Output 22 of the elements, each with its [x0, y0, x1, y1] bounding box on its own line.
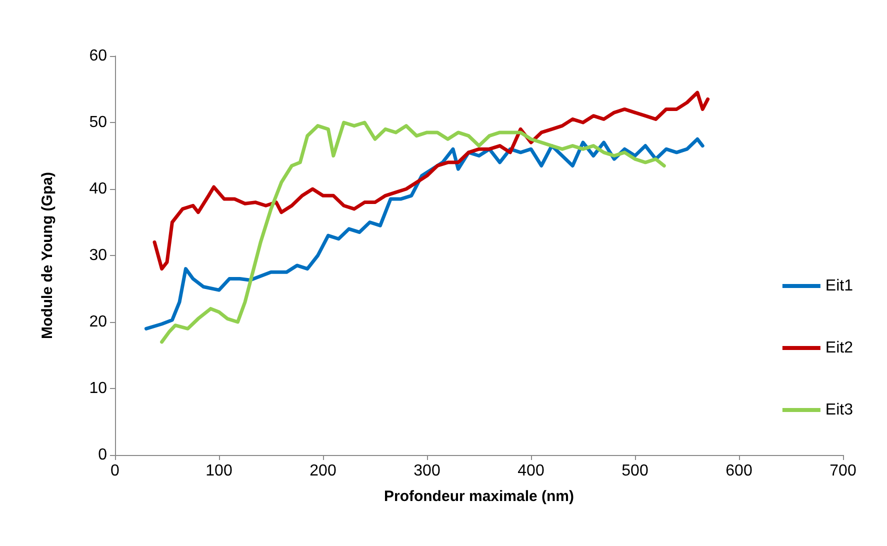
- x-tick-label: 300: [414, 462, 440, 480]
- y-tick-label: 40: [89, 180, 108, 198]
- legend-label: Eit1: [825, 278, 854, 294]
- legend-label: Eit2: [825, 340, 854, 356]
- x-axis-title: Profondeur maximale (nm): [384, 488, 574, 505]
- y-tick-label: 10: [89, 380, 108, 397]
- legend-label: Eit3: [825, 402, 854, 418]
- y-tick-label: 30: [89, 247, 108, 264]
- y-tick-label: 60: [89, 48, 108, 64]
- y-tick-label: 0: [98, 446, 108, 464]
- x-tick-label: 500: [622, 462, 648, 480]
- x-tick-label: 200: [310, 462, 336, 480]
- line-series: [160, 120, 666, 344]
- line-series: [152, 90, 710, 271]
- x-tick-label: 700: [830, 462, 856, 480]
- x-tick-label: 400: [518, 462, 544, 480]
- x-tick-label: 600: [726, 462, 752, 480]
- y-tick-label: 20: [89, 314, 108, 330]
- y-tick-label: 50: [89, 114, 108, 131]
- y-axis-title: Module de Young (Gpa): [39, 172, 56, 339]
- x-tick-label: 0: [110, 462, 120, 480]
- x-tick-label: 100: [206, 462, 232, 480]
